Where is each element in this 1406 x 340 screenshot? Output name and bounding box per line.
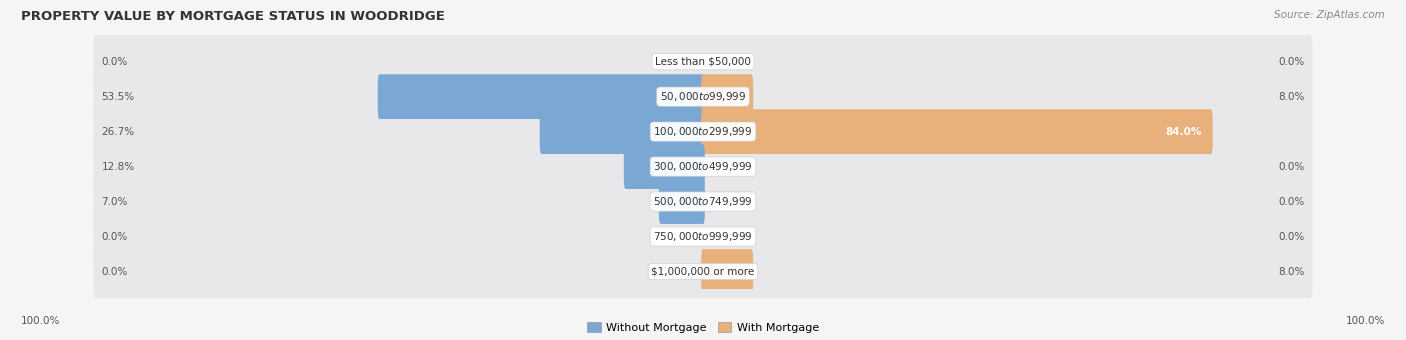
Text: PROPERTY VALUE BY MORTGAGE STATUS IN WOODRIDGE: PROPERTY VALUE BY MORTGAGE STATUS IN WOO…: [21, 10, 444, 23]
FancyBboxPatch shape: [94, 210, 1312, 263]
FancyBboxPatch shape: [94, 140, 1312, 193]
FancyBboxPatch shape: [94, 245, 1312, 298]
Text: 26.7%: 26.7%: [101, 126, 135, 137]
Text: $1,000,000 or more: $1,000,000 or more: [651, 267, 755, 276]
Text: 100.0%: 100.0%: [1346, 317, 1385, 326]
FancyBboxPatch shape: [702, 74, 754, 119]
Text: $300,000 to $499,999: $300,000 to $499,999: [654, 160, 752, 173]
Text: 100.0%: 100.0%: [21, 317, 60, 326]
FancyBboxPatch shape: [659, 179, 704, 224]
FancyBboxPatch shape: [540, 109, 704, 154]
FancyBboxPatch shape: [94, 35, 1312, 88]
Text: $100,000 to $299,999: $100,000 to $299,999: [654, 125, 752, 138]
Text: $500,000 to $749,999: $500,000 to $749,999: [654, 195, 752, 208]
Text: 0.0%: 0.0%: [101, 232, 128, 241]
FancyBboxPatch shape: [702, 249, 754, 294]
FancyBboxPatch shape: [94, 175, 1312, 228]
FancyBboxPatch shape: [94, 105, 1312, 158]
Text: 84.0%: 84.0%: [1166, 126, 1202, 137]
Text: 12.8%: 12.8%: [101, 162, 135, 172]
Text: 0.0%: 0.0%: [1278, 57, 1305, 67]
FancyBboxPatch shape: [378, 74, 704, 119]
Text: 8.0%: 8.0%: [1278, 267, 1305, 276]
Text: 8.0%: 8.0%: [1278, 92, 1305, 102]
FancyBboxPatch shape: [624, 144, 704, 189]
Text: 0.0%: 0.0%: [101, 57, 128, 67]
Text: Source: ZipAtlas.com: Source: ZipAtlas.com: [1274, 10, 1385, 20]
Text: 7.0%: 7.0%: [101, 197, 128, 207]
Text: $750,000 to $999,999: $750,000 to $999,999: [654, 230, 752, 243]
Text: $50,000 to $99,999: $50,000 to $99,999: [659, 90, 747, 103]
Text: Less than $50,000: Less than $50,000: [655, 57, 751, 67]
FancyBboxPatch shape: [702, 109, 1212, 154]
Text: 0.0%: 0.0%: [1278, 197, 1305, 207]
Text: 0.0%: 0.0%: [1278, 162, 1305, 172]
Legend: Without Mortgage, With Mortgage: Without Mortgage, With Mortgage: [582, 318, 824, 337]
FancyBboxPatch shape: [94, 70, 1312, 123]
Text: 53.5%: 53.5%: [101, 92, 135, 102]
Text: 0.0%: 0.0%: [101, 267, 128, 276]
Text: 0.0%: 0.0%: [1278, 232, 1305, 241]
